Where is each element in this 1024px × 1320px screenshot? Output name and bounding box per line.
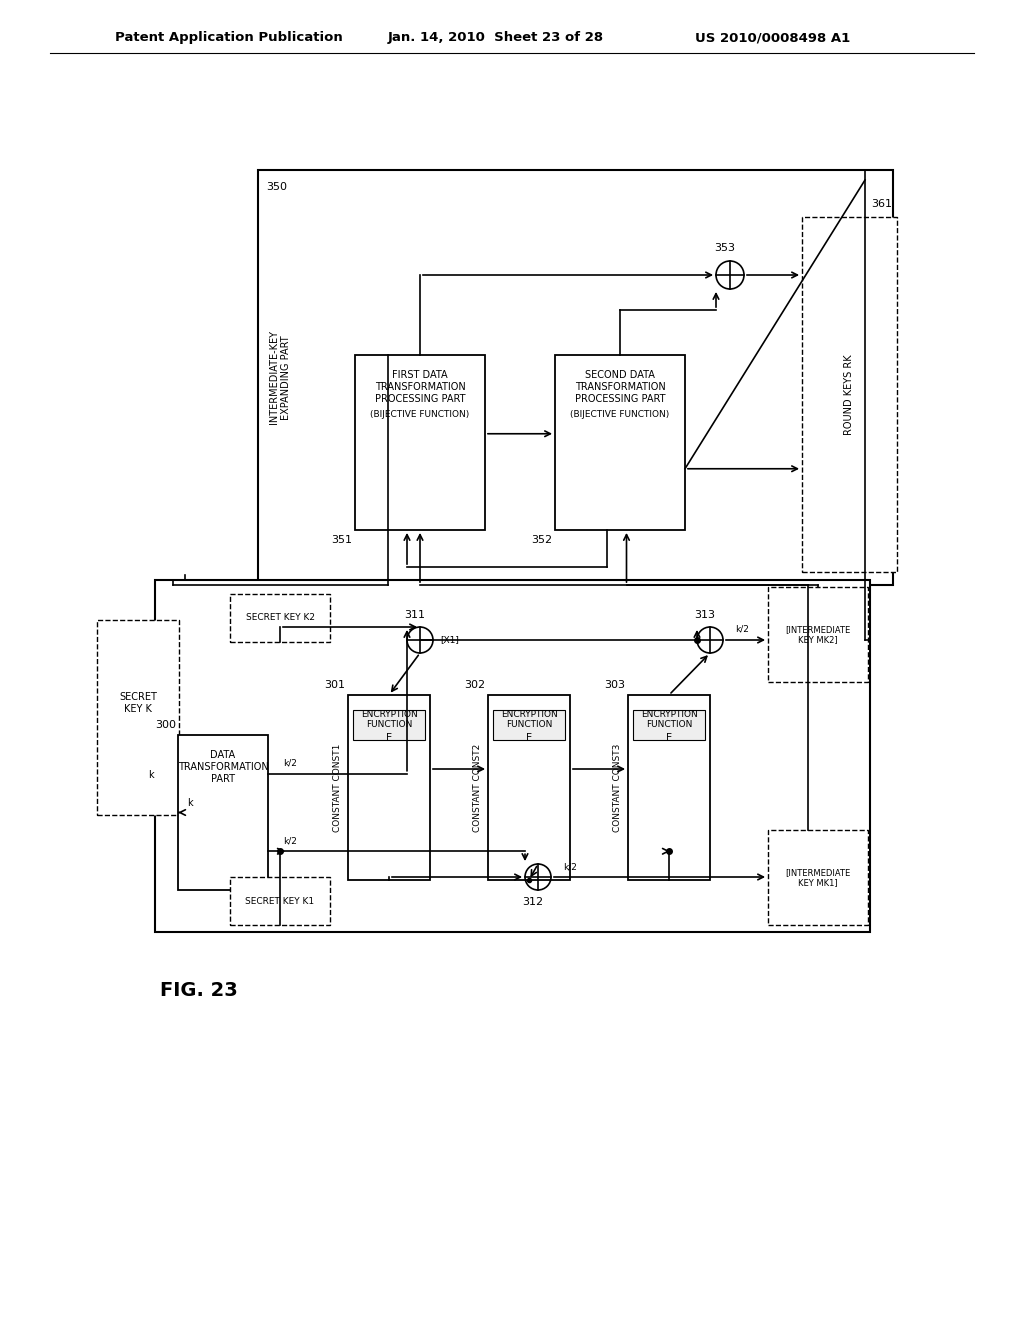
Bar: [628, 696, 710, 880]
Bar: [488, 696, 570, 880]
Text: E: E: [526, 733, 532, 743]
Text: k: k: [148, 770, 154, 780]
Bar: [353, 710, 425, 741]
Text: PROCESSING PART: PROCESSING PART: [574, 393, 666, 404]
Bar: [355, 355, 485, 531]
Text: INTERMEDIATE-KEY
EXPANDING PART: INTERMEDIATE-KEY EXPANDING PART: [269, 330, 291, 425]
Text: FIRST DATA: FIRST DATA: [392, 370, 447, 380]
Text: SECRET KEY K1: SECRET KEY K1: [246, 896, 314, 906]
Text: KEY K: KEY K: [124, 705, 152, 714]
Text: US 2010/0008498 A1: US 2010/0008498 A1: [695, 32, 850, 45]
Text: ENCRYPTION: ENCRYPTION: [360, 710, 418, 719]
Text: ENCRYPTION: ENCRYPTION: [501, 710, 557, 719]
Bar: [555, 355, 685, 531]
Text: [X1]: [X1]: [440, 635, 459, 644]
Text: 351: 351: [331, 535, 352, 545]
Text: k/2: k/2: [283, 759, 297, 768]
Text: TRANSFORMATION: TRANSFORMATION: [177, 762, 268, 772]
Text: [INTERMEDIATE
KEY MK1]: [INTERMEDIATE KEY MK1]: [785, 867, 851, 887]
Text: k/2: k/2: [735, 624, 749, 634]
Text: 302: 302: [464, 680, 485, 690]
Bar: [155, 579, 870, 932]
Text: 312: 312: [522, 898, 544, 907]
Text: (BIJECTIVE FUNCTION): (BIJECTIVE FUNCTION): [570, 411, 670, 418]
Bar: [258, 170, 893, 585]
Text: Patent Application Publication: Patent Application Publication: [115, 32, 343, 45]
Bar: [348, 696, 430, 880]
Text: 303: 303: [604, 680, 625, 690]
Text: 352: 352: [530, 535, 552, 545]
Text: 350: 350: [266, 182, 287, 191]
Text: 311: 311: [404, 610, 426, 620]
Text: SECRET: SECRET: [119, 693, 157, 702]
Text: 353: 353: [715, 243, 735, 253]
Text: 361: 361: [871, 199, 892, 209]
Bar: [802, 216, 897, 572]
Text: 300: 300: [155, 719, 176, 730]
Bar: [493, 710, 565, 741]
Text: ENCRYPTION: ENCRYPTION: [641, 710, 697, 719]
Text: ROUND KEYS RK: ROUND KEYS RK: [845, 354, 854, 434]
Text: SECOND DATA: SECOND DATA: [585, 370, 655, 380]
Text: 301: 301: [324, 680, 345, 690]
Text: FUNCTION: FUNCTION: [506, 719, 552, 729]
Text: DATA: DATA: [211, 750, 236, 760]
Text: SECRET KEY K2: SECRET KEY K2: [246, 614, 314, 623]
Bar: [178, 735, 268, 890]
Text: k: k: [187, 797, 193, 808]
Text: k/2: k/2: [283, 837, 297, 845]
Text: k/2: k/2: [563, 862, 577, 871]
Text: [INTERMEDIATE
KEY MK2]: [INTERMEDIATE KEY MK2]: [785, 624, 851, 644]
Bar: [768, 587, 868, 682]
Text: CONSTANT CONST2: CONSTANT CONST2: [473, 743, 482, 832]
Text: Jan. 14, 2010  Sheet 23 of 28: Jan. 14, 2010 Sheet 23 of 28: [388, 32, 604, 45]
Text: E: E: [386, 733, 392, 743]
Text: E: E: [666, 733, 672, 743]
Text: TRANSFORMATION: TRANSFORMATION: [574, 381, 666, 392]
Bar: [633, 710, 705, 741]
Bar: [97, 620, 179, 814]
Text: PART: PART: [211, 774, 234, 784]
Bar: [768, 830, 868, 925]
Text: FIG. 23: FIG. 23: [160, 981, 238, 999]
Text: PROCESSING PART: PROCESSING PART: [375, 393, 465, 404]
Text: 313: 313: [694, 610, 716, 620]
Bar: [230, 594, 330, 642]
Text: CONSTANT CONST3: CONSTANT CONST3: [613, 743, 623, 832]
Text: CONSTANT CONST1: CONSTANT CONST1: [334, 743, 342, 832]
Text: FUNCTION: FUNCTION: [366, 719, 413, 729]
Text: FUNCTION: FUNCTION: [646, 719, 692, 729]
Text: (BIJECTIVE FUNCTION): (BIJECTIVE FUNCTION): [371, 411, 470, 418]
Bar: [230, 876, 330, 925]
Text: TRANSFORMATION: TRANSFORMATION: [375, 381, 465, 392]
